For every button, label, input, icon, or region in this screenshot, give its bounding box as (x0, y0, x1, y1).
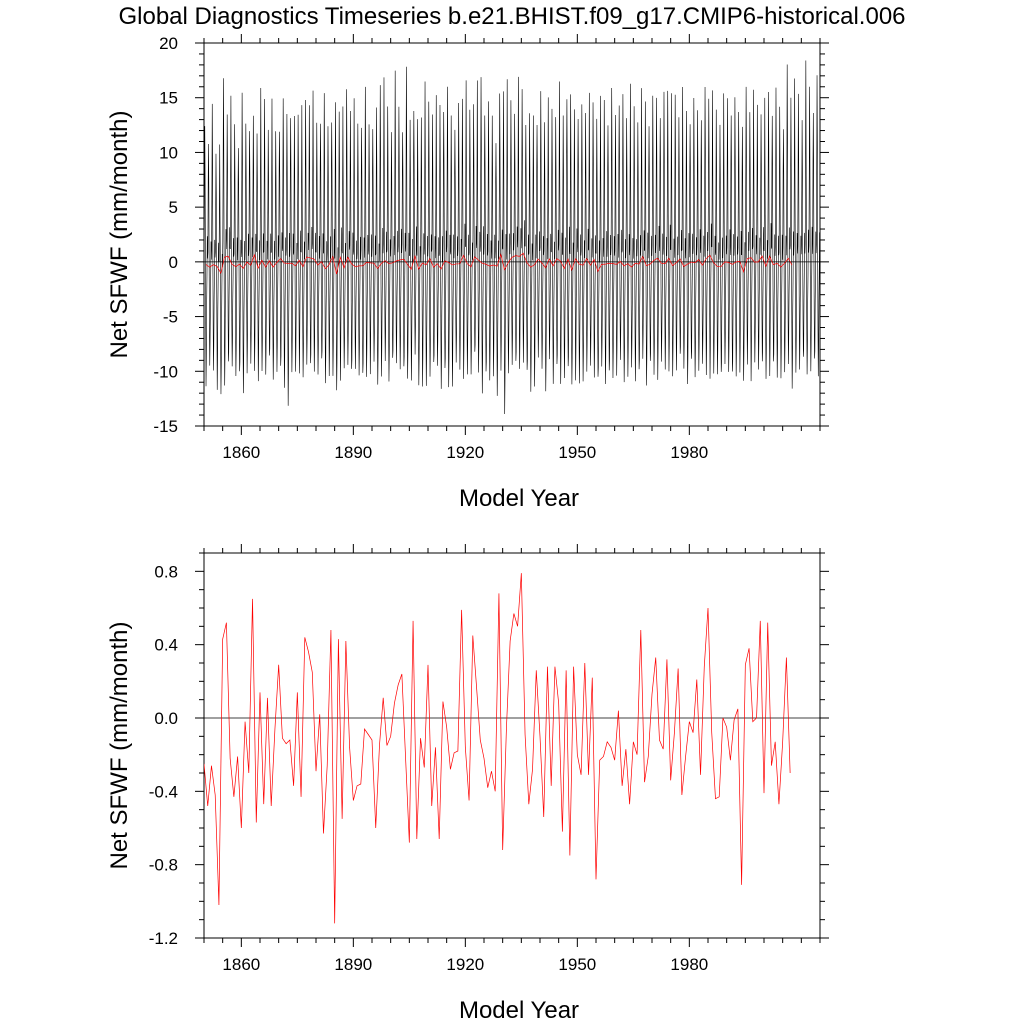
y-tick-label: -0.8 (149, 856, 178, 875)
monthly-series-line (204, 60, 820, 414)
y-tick-label: 0.4 (154, 636, 178, 655)
y-tick-label: -5 (163, 308, 178, 327)
y-tick-label: 0.8 (154, 562, 178, 581)
monthly-y-axis-label: Net SFWF (mm/month) (106, 110, 133, 358)
x-tick-label: 1950 (558, 443, 596, 462)
x-tick-label: 1890 (334, 443, 372, 462)
annual-mean-series-line (204, 573, 791, 924)
monthly-panel: 1860 1890 1920 1950 1980 -15 -10 -5 0 5 10 15 20 Net… (106, 34, 829, 512)
y-tick-label: -0.4 (149, 782, 178, 801)
x-tick-label: 1920 (446, 955, 484, 974)
monthly-plot-area: 1860 1890 1920 1950 1980 -15 -10 -5 0 5 10 15 20 (153, 34, 829, 462)
y-tick-label: 0 (169, 253, 178, 272)
annual-x-axis-label: Model Year (459, 997, 579, 1024)
x-tick-label: 1890 (334, 955, 372, 974)
x-tick-label: 1950 (558, 955, 596, 974)
x-tick-label: 1860 (222, 443, 260, 462)
x-tick-label: 1980 (670, 955, 708, 974)
monthly-x-axis-label: Model Year (459, 485, 579, 512)
plot-frame (203, 552, 821, 939)
y-tick-label: 0.0 (154, 709, 178, 728)
y-tick-label: 20 (159, 34, 178, 53)
annual-panel: 1860 1890 1920 1950 1980 -1.2 -0.8 -0.4 0.0 0.4 0.… (106, 544, 829, 1024)
y-tick-label: 10 (159, 143, 178, 162)
annual-plot-area: 1860 1890 1920 1950 1980 -1.2 -0.8 -0.4 0.0 0.4 0.… (149, 544, 829, 974)
y-tick-label: 5 (169, 198, 178, 217)
x-tick-label: 1980 (670, 443, 708, 462)
y-tick-label: -10 (153, 362, 178, 381)
annual-y-axis-label: Net SFWF (mm/month) (106, 621, 133, 869)
x-tick-label: 1920 (446, 443, 484, 462)
y-tick-label: 15 (159, 89, 178, 108)
y-tick-label: -15 (153, 417, 178, 436)
y-tick-label: -1.2 (149, 929, 178, 948)
annual-mean-overlay-line (205, 252, 793, 275)
figure-title: Global Diagnostics Timeseries b.e21.BHIS… (118, 3, 905, 30)
x-tick-label: 1860 (222, 955, 260, 974)
